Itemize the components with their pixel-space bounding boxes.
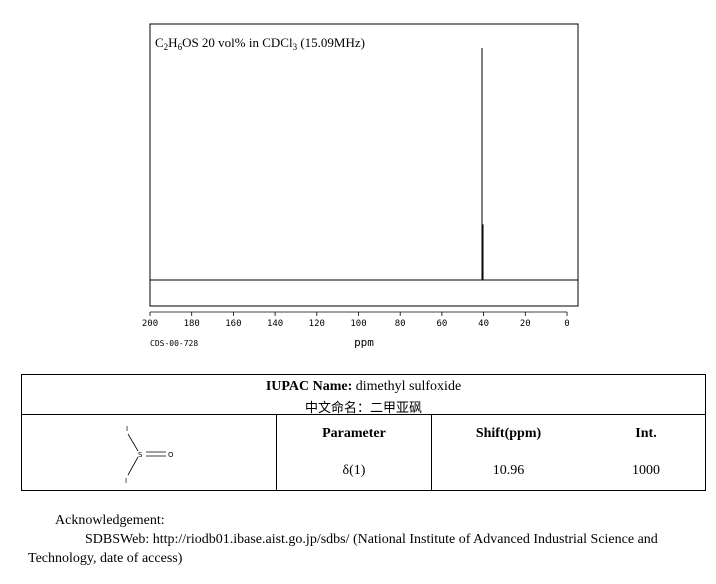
chart-title: C2H6OS 20 vol% in CDCl3 (15.09MHz) xyxy=(155,35,365,52)
x-axis-ticks: 200 180 160 140 120 100 80 60 40 20 0 xyxy=(142,311,570,329)
nmr-spectrum-chart: C2H6OS 20 vol% in CDCl3 (15.09MHz) 200 18… xyxy=(142,23,579,349)
ack-line1: SDBSWeb: http://riodb01.ibase.aist.go.jp… xyxy=(85,532,658,547)
x-tick-label: 200 xyxy=(142,319,158,329)
header-int: Int. xyxy=(635,426,657,441)
header-parameter: Parameter xyxy=(322,426,386,441)
x-tick-label: 60 xyxy=(436,319,447,329)
atom-c2: I xyxy=(125,477,127,485)
iupac-label: IUPAC Name: xyxy=(265,379,353,394)
iupac-name: IUPAC Name: dimethyl sulfoxide xyxy=(22,379,705,395)
plot-frame xyxy=(149,23,579,307)
x-tick-label: 100 xyxy=(350,319,366,329)
iupac-value: dimethyl sulfoxide xyxy=(352,379,462,394)
atom-c1: I xyxy=(126,425,128,433)
x-tick-label: 20 xyxy=(520,319,531,329)
x-tick-label: 140 xyxy=(267,319,283,329)
header-shift: Shift(ppm) xyxy=(475,426,542,441)
x-axis-label: ppm xyxy=(354,336,374,349)
spectrum-code: CDS-00-728 xyxy=(150,339,198,348)
x-tick-label: 0 xyxy=(564,319,569,329)
peaks xyxy=(481,48,484,280)
column-divider-1 xyxy=(431,415,432,491)
cell-int: 1000 xyxy=(632,463,660,478)
x-tick-label: 120 xyxy=(309,319,325,329)
x-tick-label: 80 xyxy=(395,319,406,329)
ack-title: Acknowledgement: xyxy=(55,513,165,528)
structure-cell: I S O I xyxy=(22,415,277,491)
structure-drawing: I S O I xyxy=(125,425,174,485)
bond-c1-s xyxy=(127,433,139,452)
data-table: IUPAC Name: dimethyl sulfoxide 中文命名：二甲亚砜… xyxy=(21,374,706,491)
name-row: IUPAC Name: dimethyl sulfoxide 中文命名：二甲亚砜 xyxy=(22,375,705,416)
cell-shift: 10.96 xyxy=(492,463,525,478)
ack-line2: Technology, date of access) xyxy=(28,551,183,566)
bond-s-c2 xyxy=(127,456,139,476)
x-tick-label: 180 xyxy=(184,319,200,329)
x-tick-label: 160 xyxy=(225,319,241,329)
x-tick-label: 40 xyxy=(478,319,489,329)
cell-parameter: δ(1) xyxy=(342,463,366,478)
atom-s: S xyxy=(138,451,143,459)
chinese-name: 中文命名：二甲亚砜 xyxy=(304,401,422,416)
atom-o: O xyxy=(168,451,174,459)
